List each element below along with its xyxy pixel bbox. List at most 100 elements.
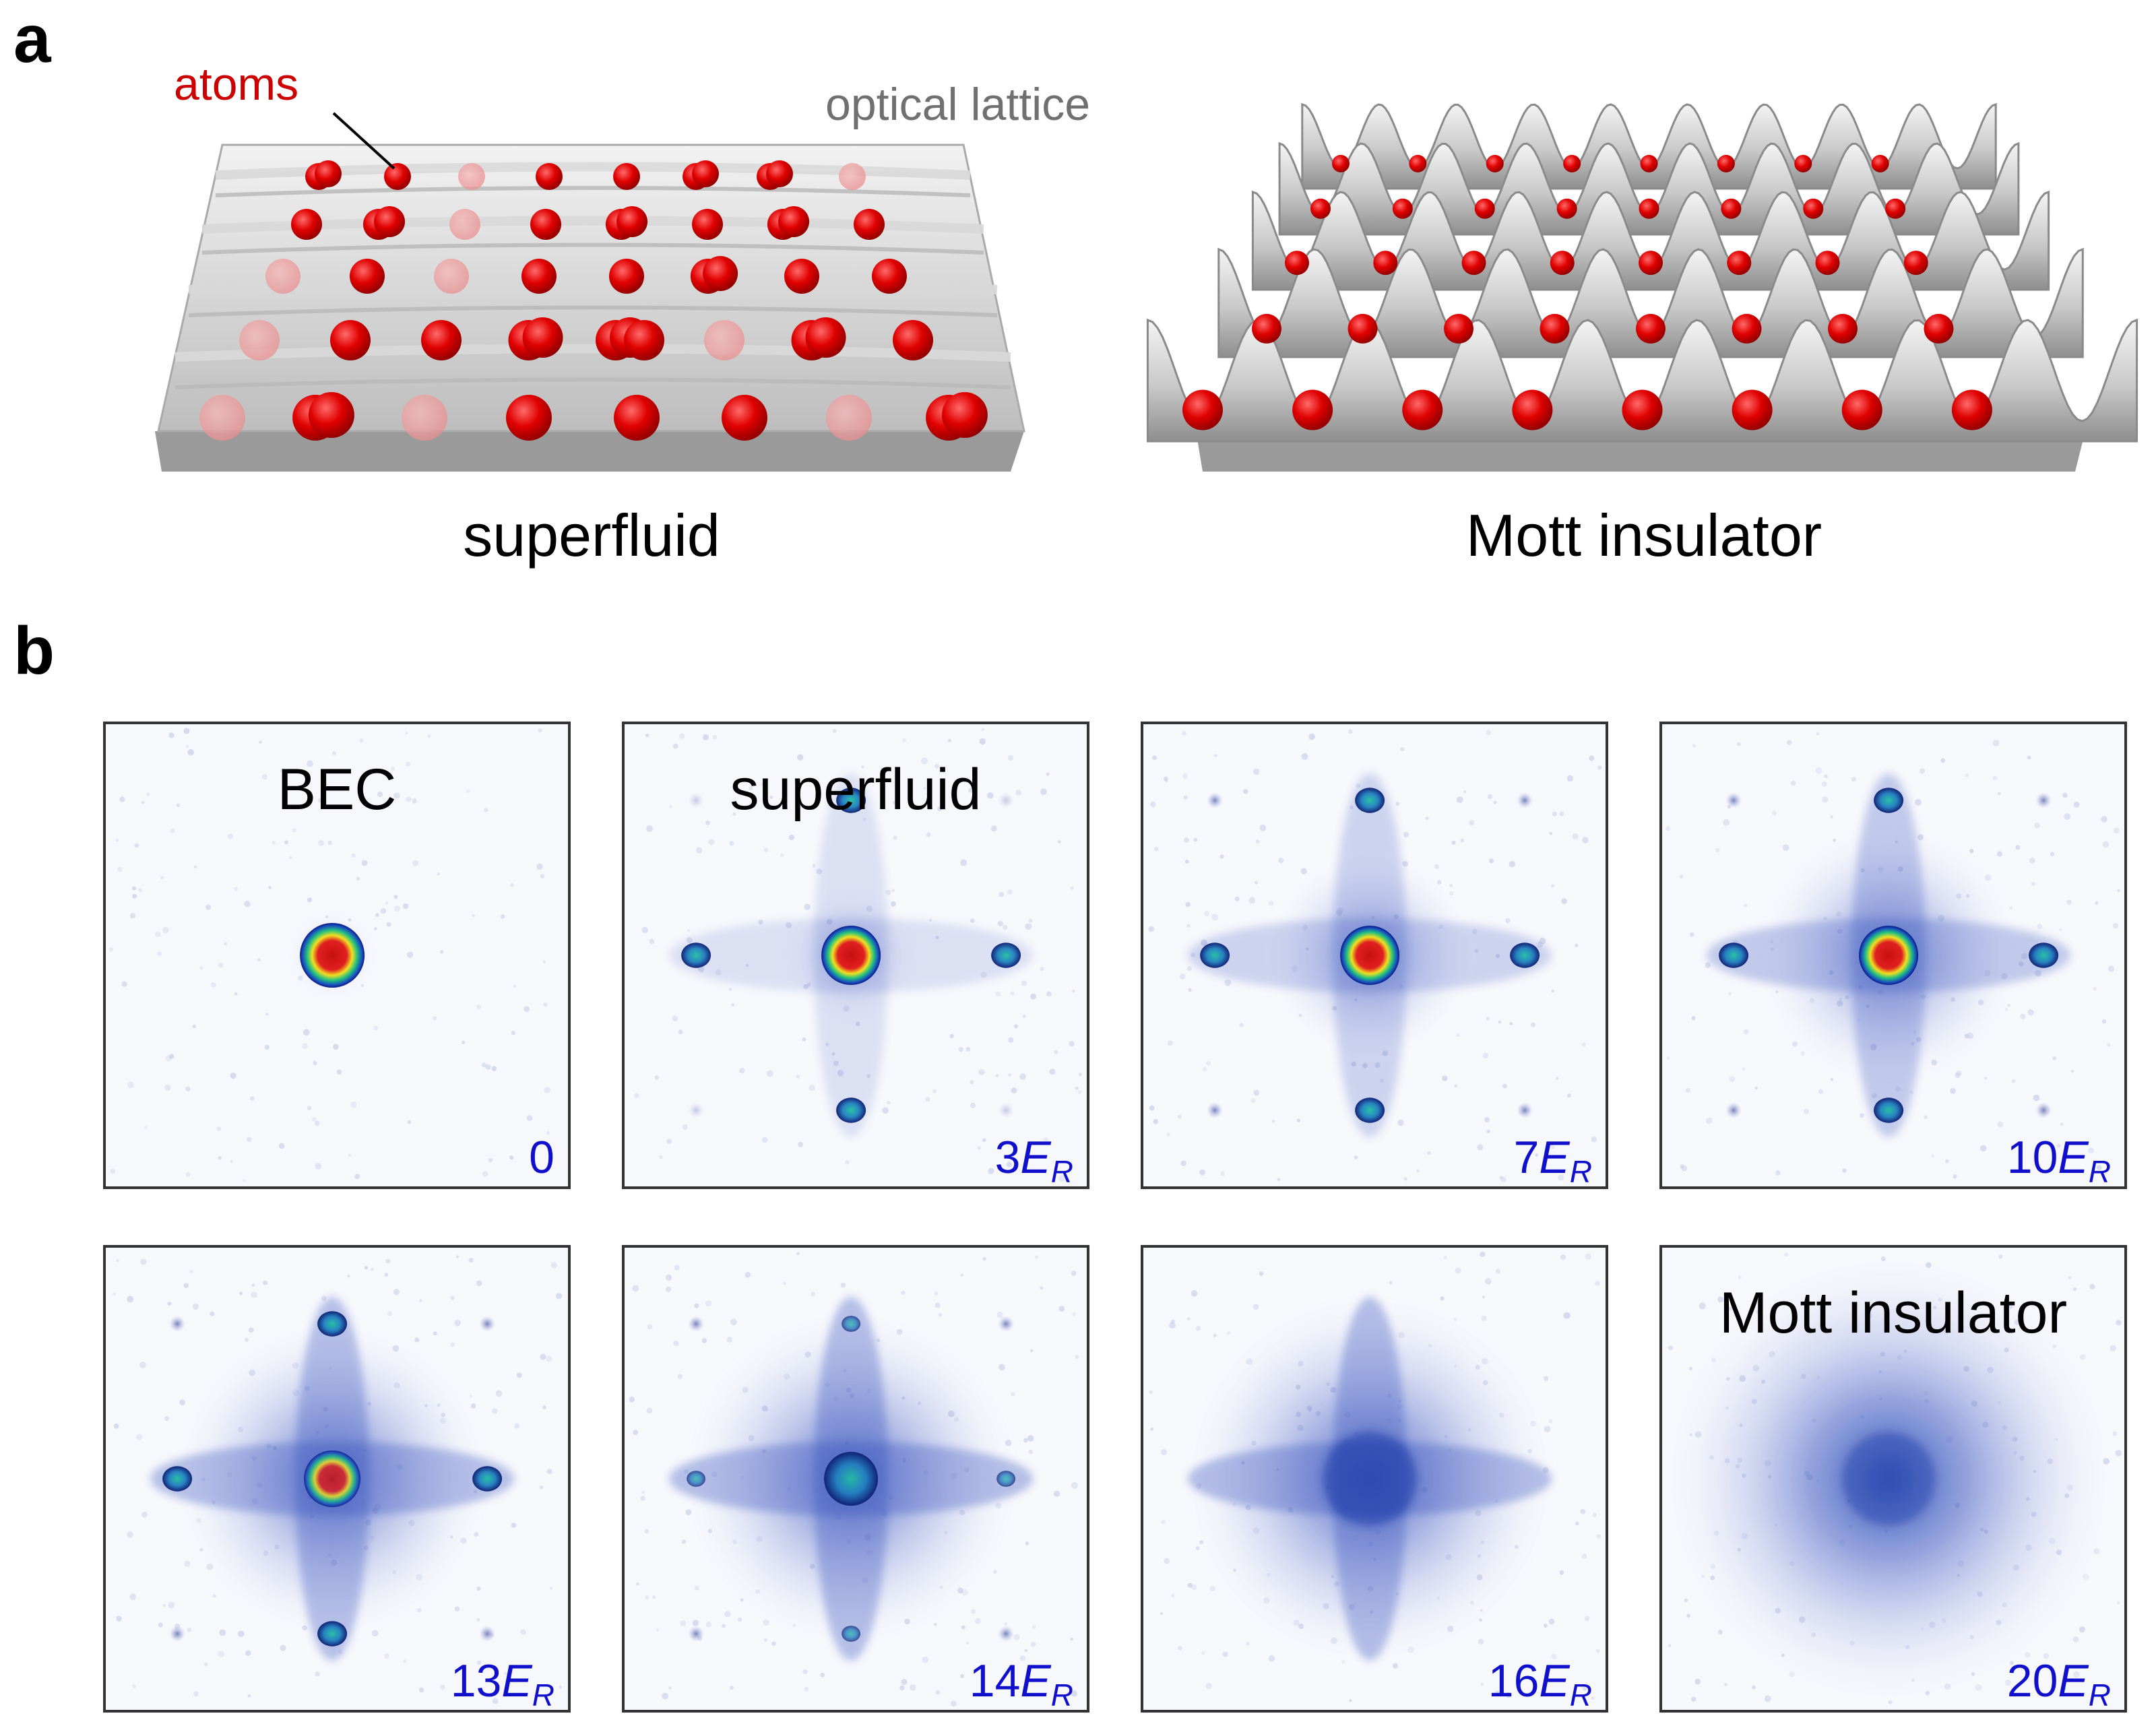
atom — [291, 209, 322, 240]
atom — [1461, 251, 1486, 276]
interference-peak — [472, 1466, 503, 1492]
mott-insulator-caption: Mott insulator — [1466, 502, 1822, 569]
diagonal-peak — [998, 1102, 1015, 1118]
atom — [374, 206, 406, 237]
interference-peak — [836, 1097, 866, 1123]
lattice-depth-label: 7ER — [1514, 1132, 1592, 1189]
atom — [1444, 313, 1473, 344]
atom — [330, 320, 371, 360]
atom — [1292, 389, 1333, 430]
diagonal-peak — [1517, 1102, 1533, 1118]
diagonal-peak — [1725, 1102, 1742, 1118]
atom — [893, 320, 933, 360]
panel-b-label: b — [13, 613, 55, 689]
atom — [1636, 313, 1666, 344]
absorption-image: 10ER — [1659, 722, 2127, 1189]
atom — [692, 160, 719, 187]
atom — [1310, 198, 1331, 219]
lattice-depth-label: 10ER — [2007, 1132, 2111, 1189]
atom — [692, 209, 723, 240]
lattice-ridge — [1301, 102, 1997, 190]
central-peak — [304, 1450, 361, 1507]
interference-peak — [1874, 788, 1904, 813]
atom — [1815, 251, 1840, 276]
central-peak — [300, 923, 365, 988]
interference-peak — [2029, 943, 2059, 968]
diagonal-peak — [998, 1626, 1015, 1642]
atom — [1794, 154, 1812, 172]
central-peak — [1859, 926, 1919, 985]
atom — [1732, 313, 1762, 344]
atom — [1841, 389, 1882, 430]
atom — [1182, 389, 1223, 430]
atom — [614, 395, 660, 441]
atom — [766, 160, 793, 187]
optical-lattice-label: optical lattice — [825, 79, 1090, 130]
superfluid-lattice-illustration — [155, 112, 1025, 472]
atoms-label: atoms — [174, 59, 298, 110]
interference-peak — [842, 1316, 861, 1332]
atom — [1402, 389, 1443, 430]
diagonal-peak — [1207, 1102, 1224, 1118]
atom — [1639, 251, 1663, 276]
absorption-image: 16ER — [1141, 1245, 1608, 1713]
atom — [1727, 251, 1752, 276]
faded-atom — [434, 259, 469, 294]
image-title: superfluid — [730, 757, 982, 822]
atom — [1721, 198, 1742, 219]
atom — [1392, 198, 1413, 219]
atom — [1828, 313, 1858, 344]
mott-insulator-lattice-illustration — [1146, 102, 2138, 472]
faded-atom — [239, 320, 280, 360]
atom — [315, 160, 342, 187]
central-peak — [1841, 1432, 1936, 1526]
diagonal-peak — [998, 792, 1015, 808]
atom — [784, 259, 819, 294]
diagonal-peak — [998, 1316, 1015, 1332]
diagonal-peak — [169, 1626, 186, 1642]
absorption-image: 7ER — [1141, 722, 1608, 1189]
atom — [1732, 389, 1773, 430]
atom — [722, 395, 767, 441]
atom — [1924, 313, 1954, 344]
atom — [616, 206, 648, 237]
atom — [350, 259, 385, 294]
lattice-depth-label: 0 — [529, 1132, 554, 1183]
absorption-image: superfluid 3ER — [622, 722, 1089, 1189]
faded-atom — [265, 259, 300, 294]
atom — [1252, 313, 1281, 344]
atom — [1717, 154, 1735, 172]
lattice-depth-label: 3ER — [995, 1132, 1073, 1189]
atom — [1474, 198, 1495, 219]
diagonal-peak — [688, 792, 705, 808]
atom — [1563, 154, 1581, 172]
panel-a-label: a — [13, 1, 52, 77]
interference-peak — [996, 1471, 1016, 1487]
diagonal-peak — [688, 1316, 705, 1332]
interference-peak — [991, 943, 1021, 968]
faded-atom — [402, 395, 447, 441]
interference-peak — [1355, 788, 1385, 813]
atom — [778, 206, 810, 237]
atom — [703, 256, 738, 291]
diagonal-peak — [479, 1316, 496, 1332]
atom — [384, 163, 411, 190]
atom — [1803, 198, 1824, 219]
atom — [941, 392, 988, 438]
diagonal-peak — [688, 1102, 705, 1118]
absorption-image: BEC 0 — [103, 722, 571, 1189]
atom — [1285, 251, 1309, 276]
absorption-image: Mott insulator 20ER — [1659, 1245, 2127, 1713]
diagonal-peak — [1725, 792, 1742, 808]
atom — [1871, 154, 1889, 172]
diagonal-peak — [169, 1316, 186, 1332]
atom — [1556, 198, 1577, 219]
atom — [1348, 313, 1378, 344]
lattice-depth-label: 14ER — [970, 1655, 1073, 1713]
faded-atom — [458, 163, 485, 190]
faded-atom — [704, 320, 744, 360]
faded-atom — [839, 163, 866, 190]
atom — [536, 163, 563, 190]
atom — [421, 320, 462, 360]
